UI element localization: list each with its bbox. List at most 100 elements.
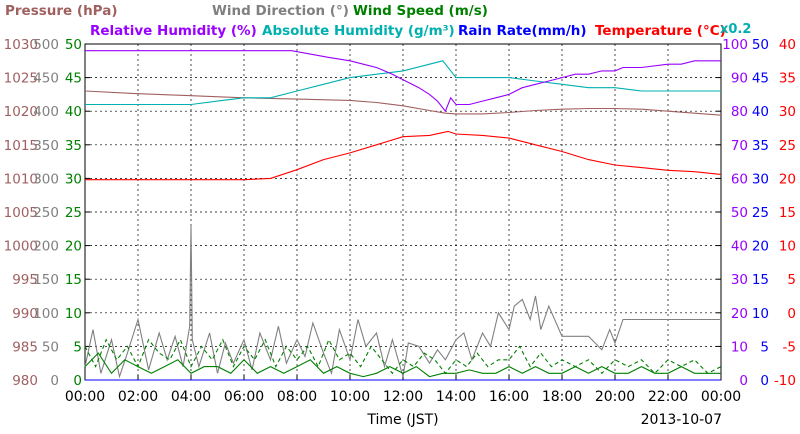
y-tick-label-wind-direction: 350 bbox=[33, 138, 59, 154]
y-tick-label-wind-speed: 25 bbox=[65, 205, 82, 221]
x-tick-label: 18:00 bbox=[542, 389, 582, 405]
y-tick-label-wind-speed: 10 bbox=[65, 306, 82, 322]
series-wind-speed-gust-m-s bbox=[84, 338, 722, 375]
y-tick-label-pressure: 1015 bbox=[4, 138, 38, 154]
y-tick-label-humidity: 100 bbox=[722, 37, 748, 53]
y-tick-label-wind-direction: 450 bbox=[33, 71, 59, 87]
legend-relative-humidity: Relative Humidity (%) bbox=[90, 23, 257, 39]
x-axis-label: Time (JST) bbox=[366, 412, 438, 428]
y-tick-label-wind-direction: 100 bbox=[33, 306, 59, 322]
y-tick-label-wind-speed: 30 bbox=[65, 171, 82, 187]
x-tick-label: 04:00 bbox=[171, 389, 211, 405]
y-tick-label-pressure: 1000 bbox=[4, 239, 38, 255]
y-tick-label-wind-speed: 5 bbox=[73, 339, 82, 355]
series-wind-speed-m-s bbox=[84, 352, 721, 378]
x-tick-label: 08:00 bbox=[277, 389, 317, 405]
y-tick-label-rain-rate: 0 bbox=[760, 373, 769, 389]
y-tick-label-wind-direction: 200 bbox=[33, 239, 59, 255]
legend: Pressure (hPa) Wind Direction (°) Wind S… bbox=[5, 3, 751, 39]
legend-absolute-humidity: Absolute Humidity (g/m³) bbox=[262, 23, 455, 39]
x-tick-label: 20:00 bbox=[595, 389, 635, 405]
y-tick-label-wind-direction: 50 bbox=[42, 339, 59, 355]
plot-grid bbox=[84, 43, 722, 381]
y-tick-label-wind-speed: 50 bbox=[65, 37, 82, 53]
y-tick-label-temperature: -5 bbox=[783, 339, 796, 355]
y-tick-label-humidity: 10 bbox=[731, 339, 748, 355]
y-tick-label-rain-rate: 15 bbox=[752, 272, 769, 288]
y-tick-label-temperature: 25 bbox=[779, 138, 796, 154]
y-tick-label-pressure: 1005 bbox=[4, 205, 38, 221]
x-tick-label: 14:00 bbox=[436, 389, 476, 405]
x-tick-label: 06:00 bbox=[224, 389, 264, 405]
y-tick-label-rain-rate: 50 bbox=[752, 37, 769, 53]
y-tick-label-humidity: 50 bbox=[731, 205, 748, 221]
y-tick-label-pressure: 1020 bbox=[4, 104, 38, 120]
left-axes: 1030102510201015101010051000995990985980… bbox=[4, 37, 82, 389]
y-tick-label-wind-direction: 0 bbox=[50, 373, 59, 389]
y-tick-label-wind-speed: 15 bbox=[65, 272, 82, 288]
y-tick-label-pressure: 1025 bbox=[4, 71, 38, 87]
legend-wind-speed: Wind Speed (m/s) bbox=[353, 3, 488, 19]
y-tick-label-humidity: 20 bbox=[731, 306, 748, 322]
y-tick-label-wind-speed: 35 bbox=[65, 138, 82, 154]
y-tick-label-humidity: 0 bbox=[739, 373, 748, 389]
y-tick-label-temperature: 10 bbox=[779, 239, 796, 255]
x-tick-label: 10:00 bbox=[330, 389, 370, 405]
y-tick-label-temperature: 5 bbox=[787, 272, 796, 288]
chart-date: 2013-10-07 bbox=[641, 412, 722, 428]
y-tick-label-pressure: 1030 bbox=[4, 37, 38, 53]
y-tick-label-temperature: 35 bbox=[779, 71, 796, 87]
legend-scale-note: x0.2 bbox=[720, 22, 751, 37]
y-tick-label-temperature: 15 bbox=[779, 205, 796, 221]
y-tick-label-rain-rate: 25 bbox=[752, 205, 769, 221]
y-tick-label-wind-direction: 150 bbox=[33, 272, 59, 288]
y-tick-label-rain-rate: 5 bbox=[760, 339, 769, 355]
y-tick-label-wind-speed: 45 bbox=[65, 71, 82, 87]
series-wind-direction bbox=[84, 225, 721, 379]
y-tick-label-temperature: -10 bbox=[774, 373, 796, 389]
y-tick-label-temperature: 20 bbox=[779, 171, 796, 187]
x-tick-label: 12:00 bbox=[383, 389, 423, 405]
y-tick-label-humidity: 70 bbox=[731, 138, 748, 154]
y-tick-label-rain-rate: 10 bbox=[752, 306, 769, 322]
y-tick-label-humidity: 80 bbox=[731, 104, 748, 120]
x-tick-label: 02:00 bbox=[118, 389, 158, 405]
y-tick-label-wind-direction: 500 bbox=[33, 37, 59, 53]
x-tick-label: 16:00 bbox=[489, 389, 529, 405]
y-tick-label-wind-speed: 40 bbox=[65, 104, 82, 120]
y-tick-label-rain-rate: 45 bbox=[752, 71, 769, 87]
y-tick-label-humidity: 60 bbox=[731, 171, 748, 187]
y-tick-label-rain-rate: 20 bbox=[752, 239, 769, 255]
series-relative-humidity bbox=[85, 50, 721, 113]
x-tick-label: 00:00 bbox=[701, 389, 741, 405]
y-tick-label-temperature: 0 bbox=[787, 306, 796, 322]
series-absolute-humidity-g-m bbox=[85, 60, 721, 106]
y-tick-label-humidity: 90 bbox=[731, 71, 748, 87]
y-tick-label-temperature: 30 bbox=[779, 104, 796, 120]
x-tick-label: 22:00 bbox=[648, 389, 688, 405]
series-temperature-c bbox=[85, 130, 722, 181]
y-tick-label-pressure: 980 bbox=[12, 373, 38, 389]
x-axis: 00:00 02:00 04:00 06:00 08:00 10:00 12:00 14:00… bbox=[65, 389, 741, 405]
y-tick-label-pressure: 990 bbox=[12, 306, 38, 322]
y-tick-label-humidity: 40 bbox=[731, 239, 748, 255]
y-tick-label-rain-rate: 30 bbox=[752, 171, 769, 187]
right-axes: 1009080706050403020100504540353025201510… bbox=[722, 37, 796, 389]
legend-temperature: Temperature (°C) bbox=[595, 23, 726, 39]
y-tick-label-temperature: 40 bbox=[779, 37, 796, 53]
y-tick-label-rain-rate: 40 bbox=[752, 104, 769, 120]
x-tick-label: 00:00 bbox=[65, 389, 105, 405]
y-tick-label-pressure: 1010 bbox=[4, 171, 38, 187]
legend-pressure: Pressure (hPa) bbox=[5, 3, 118, 19]
series-layer bbox=[84, 50, 722, 381]
y-tick-label-wind-direction: 250 bbox=[33, 205, 59, 221]
y-tick-label-wind-direction: 400 bbox=[33, 104, 59, 120]
y-tick-label-rain-rate: 35 bbox=[752, 138, 769, 154]
y-tick-label-pressure: 985 bbox=[12, 339, 38, 355]
legend-rain-rate: Rain Rate(mm/h) bbox=[458, 23, 587, 39]
y-tick-label-pressure: 995 bbox=[12, 272, 38, 288]
legend-wind-direction: Wind Direction (°) bbox=[212, 3, 349, 19]
y-tick-label-wind-speed: 0 bbox=[73, 373, 82, 389]
y-tick-label-wind-speed: 20 bbox=[65, 239, 82, 255]
